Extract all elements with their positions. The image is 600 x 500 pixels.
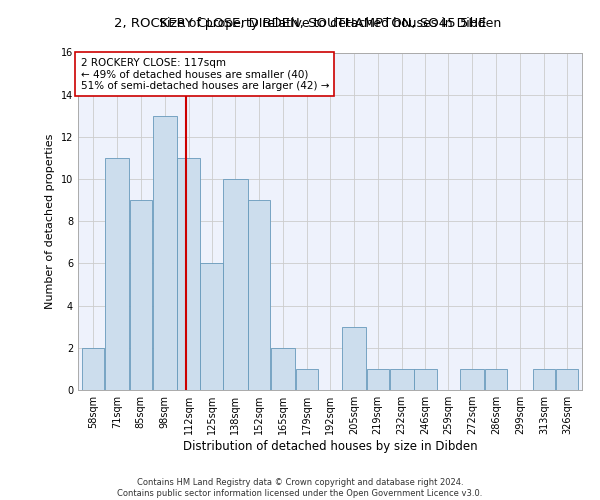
- Text: 2, ROCKERY CLOSE, DIBDEN, SOUTHAMPTON, SO45 5HE: 2, ROCKERY CLOSE, DIBDEN, SOUTHAMPTON, S…: [114, 18, 486, 30]
- Bar: [105, 158, 129, 390]
- Bar: [342, 326, 366, 390]
- Bar: [460, 369, 484, 390]
- Bar: [130, 200, 152, 390]
- Bar: [485, 369, 508, 390]
- Bar: [271, 348, 295, 390]
- Bar: [223, 179, 248, 390]
- Text: 2 ROCKERY CLOSE: 117sqm
← 49% of detached houses are smaller (40)
51% of semi-de: 2 ROCKERY CLOSE: 117sqm ← 49% of detache…: [80, 58, 329, 91]
- Bar: [82, 348, 104, 390]
- Title: Size of property relative to detached houses in Dibden: Size of property relative to detached ho…: [159, 18, 501, 30]
- Bar: [533, 369, 555, 390]
- Bar: [200, 264, 223, 390]
- Text: Contains HM Land Registry data © Crown copyright and database right 2024.
Contai: Contains HM Land Registry data © Crown c…: [118, 478, 482, 498]
- Bar: [556, 369, 578, 390]
- Bar: [367, 369, 389, 390]
- Bar: [296, 369, 318, 390]
- Bar: [152, 116, 177, 390]
- X-axis label: Distribution of detached houses by size in Dibden: Distribution of detached houses by size …: [182, 440, 478, 453]
- Bar: [177, 158, 200, 390]
- Bar: [414, 369, 437, 390]
- Bar: [389, 369, 414, 390]
- Bar: [248, 200, 271, 390]
- Y-axis label: Number of detached properties: Number of detached properties: [45, 134, 55, 309]
